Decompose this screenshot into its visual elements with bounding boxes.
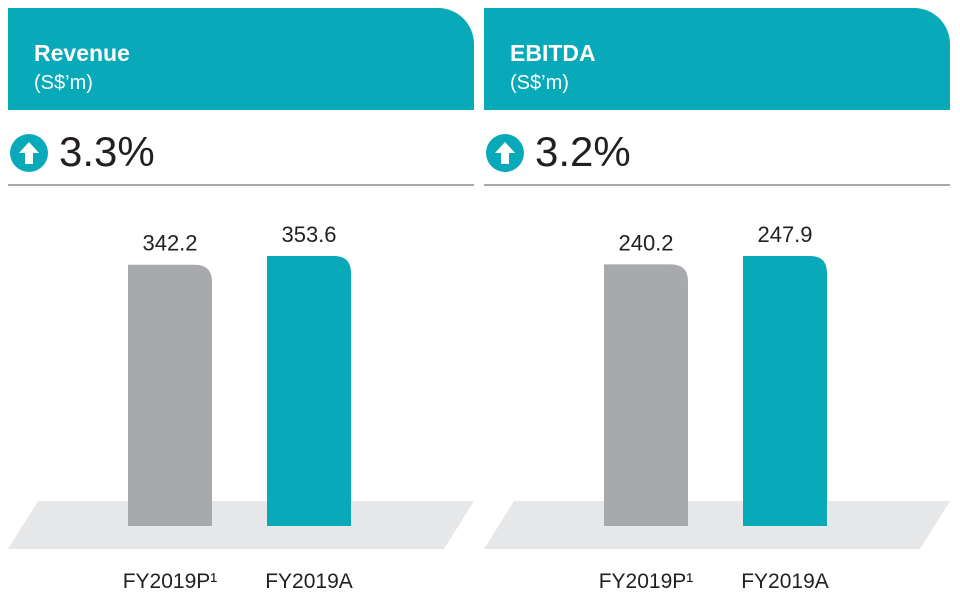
revenue-header: Revenue (S$’m) — [8, 8, 474, 110]
ebitda-change: 3.2% — [484, 118, 950, 182]
ebitda-value-label-2: 247.9 — [757, 222, 812, 247]
ebitda-header: EBITDA (S$’m) — [484, 8, 950, 110]
ebitda-bar-1 — [604, 264, 688, 526]
revenue-bar-1 — [128, 264, 212, 526]
ebitda-value-label-1: 240.2 — [618, 230, 673, 255]
revenue-floor — [8, 501, 474, 549]
revenue-change-value: 3.3% — [59, 128, 155, 175]
revenue-bar-2 — [267, 256, 351, 526]
arrow-up-circle-icon — [486, 134, 524, 172]
ebitda-change-value: 3.2% — [535, 128, 631, 175]
ebitda-panel: EBITDA (S$’m) 3.2% 240.2 FY2019P¹ 247.9 FY2… — [484, 0, 950, 603]
revenue-value-label-1: 342.2 — [142, 231, 197, 256]
ebitda-bar-2 — [743, 256, 827, 526]
ebitda-category-label-1: FY2019P¹ — [599, 570, 694, 593]
arrow-up-circle-icon — [10, 134, 48, 172]
revenue-unit: (S$’m) — [34, 72, 93, 94]
ebitda-divider — [484, 184, 950, 186]
ebitda-floor — [484, 501, 950, 549]
ebitda-title: EBITDA — [510, 40, 596, 66]
revenue-category-label-1: FY2019P¹ — [123, 570, 218, 593]
ebitda-category-label-2: FY2019A — [741, 570, 829, 593]
revenue-panel: Revenue (S$’m) 3.3% 342.2 FY2019P¹ 353.6 FY… — [8, 0, 474, 603]
revenue-bar-chart: 342.2 FY2019P¹ 353.6 FY2019A — [8, 222, 474, 593]
ebitda-unit: (S$’m) — [510, 72, 569, 94]
revenue-title: Revenue — [34, 40, 130, 66]
revenue-category-label-2: FY2019A — [265, 570, 353, 593]
revenue-value-label-2: 353.6 — [281, 222, 336, 247]
revenue-divider — [8, 184, 474, 186]
revenue-change: 3.3% — [8, 118, 474, 182]
ebitda-bar-chart: 240.2 FY2019P¹ 247.9 FY2019A — [484, 222, 950, 593]
